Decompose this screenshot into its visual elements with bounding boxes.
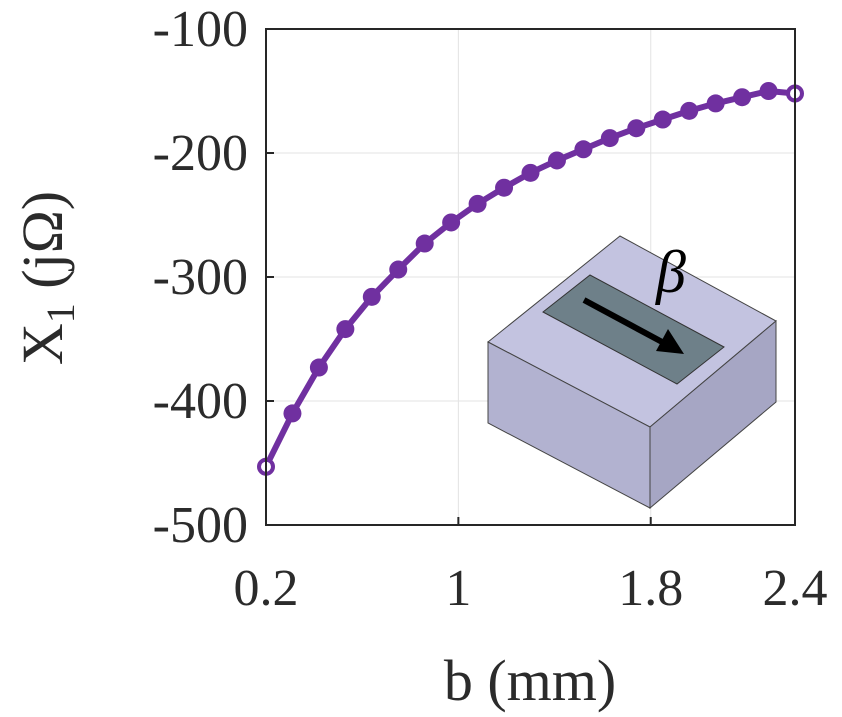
plot-frame — [265, 28, 796, 526]
x-axis-label: b (mm) — [444, 648, 616, 713]
data-point — [653, 110, 672, 129]
data-point — [495, 178, 514, 197]
data-point — [759, 82, 778, 100]
data-point — [733, 88, 752, 107]
x-tick-label: 0.2 — [234, 560, 299, 617]
data-point — [389, 260, 408, 279]
data-point — [680, 101, 699, 120]
y-tick-label: -400 — [153, 373, 248, 430]
data-point — [627, 119, 646, 138]
data-point — [600, 129, 619, 148]
box-right-face — [649, 319, 777, 510]
arrow-shaft — [582, 297, 666, 346]
inset-illustration: β — [487, 235, 777, 510]
data-point — [415, 234, 434, 253]
beta-label: β — [655, 239, 686, 305]
y-axis-label: X1 (jΩ) — [10, 191, 83, 365]
y-axis-label-main: X — [10, 323, 75, 365]
data-point — [468, 194, 487, 213]
data-point — [521, 163, 540, 182]
data-point — [547, 151, 566, 170]
x-tick-label: 1 — [445, 560, 471, 617]
data-point — [283, 404, 302, 423]
x-tick-label: 2.4 — [763, 560, 828, 617]
y-tick-label: -500 — [153, 497, 248, 554]
data-point — [362, 287, 381, 306]
data-point — [336, 320, 355, 339]
y-axis-label-unit: (jΩ) — [10, 191, 75, 289]
y-axis-label-sub: 1 — [38, 303, 83, 323]
tick-labels: 0.2 1 1.8 2.4 -500 -400 -300 -200 -100 — [153, 1, 828, 617]
y-tick-label: -200 — [153, 125, 248, 182]
data-point — [442, 213, 461, 232]
arrow-head — [656, 329, 684, 354]
svg-text:X1 (jΩ): X1 (jΩ) — [10, 191, 83, 365]
y-tick-label: -300 — [153, 249, 248, 306]
data-point — [574, 140, 593, 159]
data-point — [706, 94, 725, 113]
x-tick-label: 1.8 — [618, 560, 683, 617]
data-point — [309, 358, 328, 377]
y-tick-label: -100 — [153, 1, 248, 58]
